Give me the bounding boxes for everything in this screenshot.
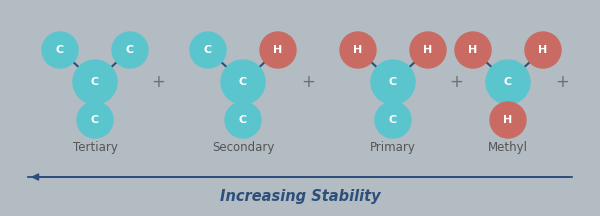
- Text: C: C: [239, 77, 247, 87]
- Circle shape: [525, 32, 561, 68]
- Circle shape: [375, 102, 411, 138]
- Circle shape: [260, 32, 296, 68]
- Text: Primary: Primary: [370, 141, 416, 154]
- Text: H: H: [424, 45, 433, 55]
- Text: +: +: [555, 73, 569, 91]
- Text: C: C: [91, 77, 99, 87]
- Text: C: C: [56, 45, 64, 55]
- Text: +: +: [449, 73, 463, 91]
- Circle shape: [410, 32, 446, 68]
- Circle shape: [225, 102, 261, 138]
- Circle shape: [221, 60, 265, 104]
- Circle shape: [42, 32, 78, 68]
- Text: C: C: [239, 115, 247, 125]
- Text: C: C: [204, 45, 212, 55]
- Text: C: C: [504, 77, 512, 87]
- Text: C: C: [126, 45, 134, 55]
- Circle shape: [486, 60, 530, 104]
- Text: Increasing Stability: Increasing Stability: [220, 189, 380, 205]
- Text: Methyl: Methyl: [488, 141, 528, 154]
- Text: C: C: [389, 77, 397, 87]
- Circle shape: [77, 102, 113, 138]
- Circle shape: [455, 32, 491, 68]
- Text: Tertiary: Tertiary: [73, 141, 118, 154]
- Circle shape: [340, 32, 376, 68]
- Text: H: H: [469, 45, 478, 55]
- Text: +: +: [151, 73, 165, 91]
- Text: C: C: [389, 115, 397, 125]
- Circle shape: [490, 102, 526, 138]
- Circle shape: [190, 32, 226, 68]
- Circle shape: [112, 32, 148, 68]
- Text: H: H: [503, 115, 512, 125]
- Text: +: +: [301, 73, 315, 91]
- Text: H: H: [353, 45, 362, 55]
- Text: Secondary: Secondary: [212, 141, 274, 154]
- Circle shape: [73, 60, 117, 104]
- Text: H: H: [538, 45, 548, 55]
- Circle shape: [371, 60, 415, 104]
- Text: H: H: [274, 45, 283, 55]
- Text: C: C: [91, 115, 99, 125]
